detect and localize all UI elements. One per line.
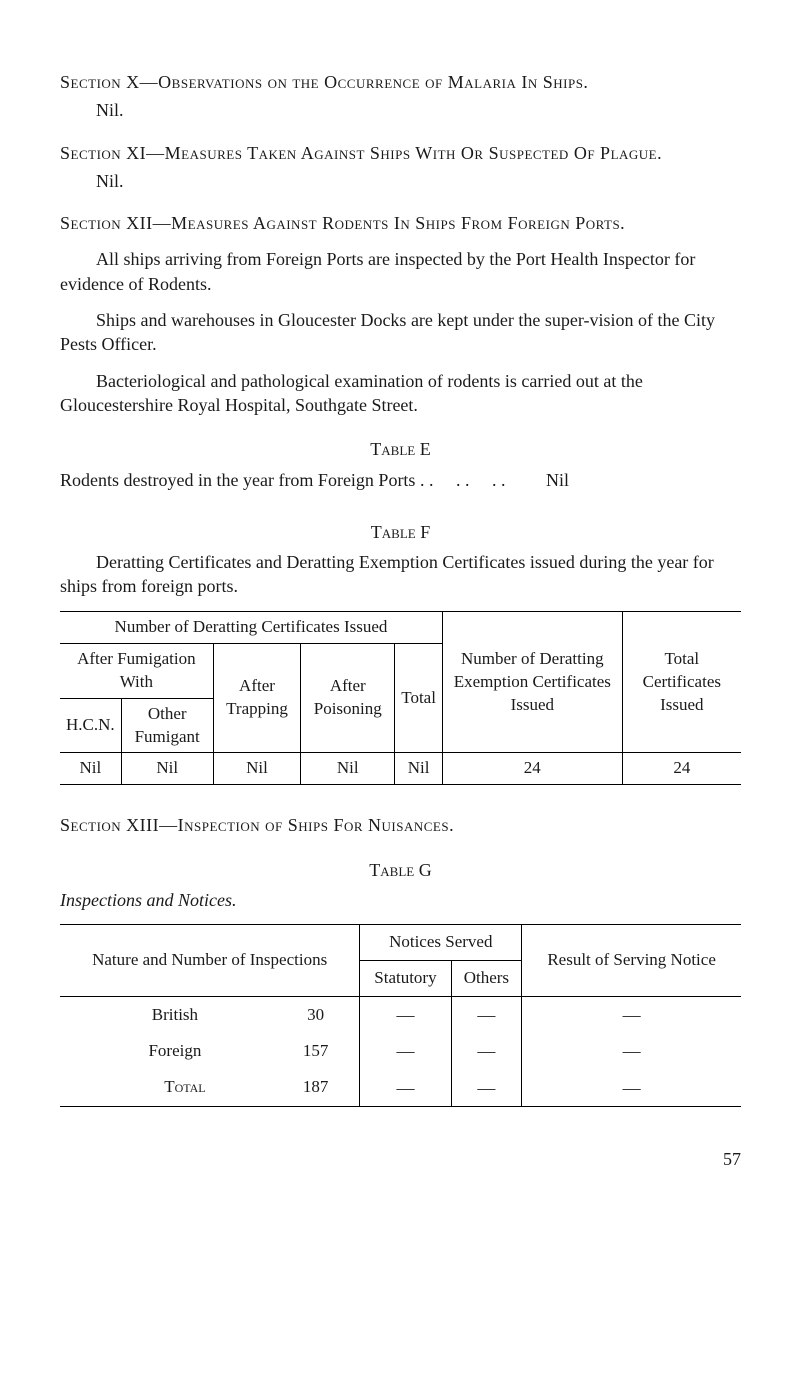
table-f-cell-poisoning: Nil	[301, 753, 395, 785]
section-x-body: Nil.	[60, 98, 741, 122]
table-f-cell-exemption: 24	[442, 753, 622, 785]
table-row: British 30 — — —	[60, 997, 741, 1034]
table-g-subtitle: Inspections and Notices.	[60, 888, 741, 912]
section-xii-p2: Ships and warehouses in Gloucester Docks…	[60, 308, 741, 357]
table-g-row-count: 30	[272, 997, 360, 1034]
table-g-row-result: —	[522, 1070, 741, 1107]
page-number: 57	[60, 1147, 741, 1171]
table-f-intro: Deratting Certificates and Deratting Exe…	[60, 550, 741, 599]
section-xii-heading: Section XII—Measures Against Rodents In …	[60, 211, 741, 235]
section-xii-p1: All ships arriving from Foreign Ports ar…	[60, 247, 741, 296]
table-f-cell-trapping: Nil	[213, 753, 301, 785]
table-g-row-result: —	[522, 1033, 741, 1069]
table-g-row-count: 157	[272, 1033, 360, 1069]
table-g-row-others: —	[451, 1070, 522, 1107]
table-row: Foreign 157 — — —	[60, 1033, 741, 1069]
table-g: Nature and Number of Inspections Notices…	[60, 924, 741, 1107]
table-g-row-statutory: —	[360, 1033, 451, 1069]
table-f-header-total: Total	[395, 643, 443, 753]
table-f-title: Table F	[60, 520, 741, 544]
section-xi-heading: Section XI—Measures Taken Against Ships …	[60, 141, 741, 165]
section-xii-p3: Bacteriological and pathological examina…	[60, 369, 741, 418]
table-g-header-statutory: Statutory	[360, 961, 451, 997]
table-g-row-others: —	[451, 997, 522, 1034]
table-f-header-exemption: Number of Deratting Exemption Certificat…	[442, 611, 622, 753]
table-f: Number of Deratting Certificates Issued …	[60, 611, 741, 786]
table-f-header-group: Number of Deratting Certificates Issued	[60, 611, 442, 643]
section-xi-body: Nil.	[60, 169, 741, 193]
table-f-header-trapping: After Trapping	[213, 643, 301, 753]
table-g-header-notices: Notices Served	[360, 925, 522, 961]
table-e-row: Rodents destroyed in the year from Forei…	[60, 468, 741, 492]
section-xiii-heading: Section XIII—Inspection of Ships For Nui…	[60, 813, 741, 837]
table-g-row-statutory: —	[360, 997, 451, 1034]
table-g-row-label: Foreign	[60, 1033, 272, 1069]
table-f-cell-total-issued: 24	[622, 753, 741, 785]
table-f-header-hcn: H.C.N.	[60, 698, 121, 753]
table-f-header-after-fum: After Fumigation With	[60, 643, 213, 698]
table-g-header-result: Result of Serving Notice	[522, 925, 741, 997]
table-g-row-label: Total	[60, 1070, 272, 1107]
table-f-cell-other-fumigant: Nil	[121, 753, 213, 785]
table-e-title: Table E	[60, 437, 741, 461]
table-f-cell-total: Nil	[395, 753, 443, 785]
table-g-row-label: British	[60, 997, 272, 1034]
table-g-row-count: 187	[272, 1070, 360, 1107]
section-x-heading: Section X—Observations on the Occurrence…	[60, 70, 741, 94]
table-g-header-others: Others	[451, 961, 522, 997]
table-g-row-statutory: —	[360, 1070, 451, 1107]
table-f-cell-hcn: Nil	[60, 753, 121, 785]
table-g-row-result: —	[522, 997, 741, 1034]
table-g-row-others: —	[451, 1033, 522, 1069]
table-f-header-other-fumigant: Other Fumigant	[121, 698, 213, 753]
table-row: Total 187 — — —	[60, 1070, 741, 1107]
table-f-header-poisoning: After Poisoning	[301, 643, 395, 753]
table-g-title: Table G	[60, 858, 741, 882]
table-g-header-nature: Nature and Number of Inspections	[60, 925, 360, 997]
table-f-header-total-issued: Total Certificates Issued	[622, 611, 741, 753]
